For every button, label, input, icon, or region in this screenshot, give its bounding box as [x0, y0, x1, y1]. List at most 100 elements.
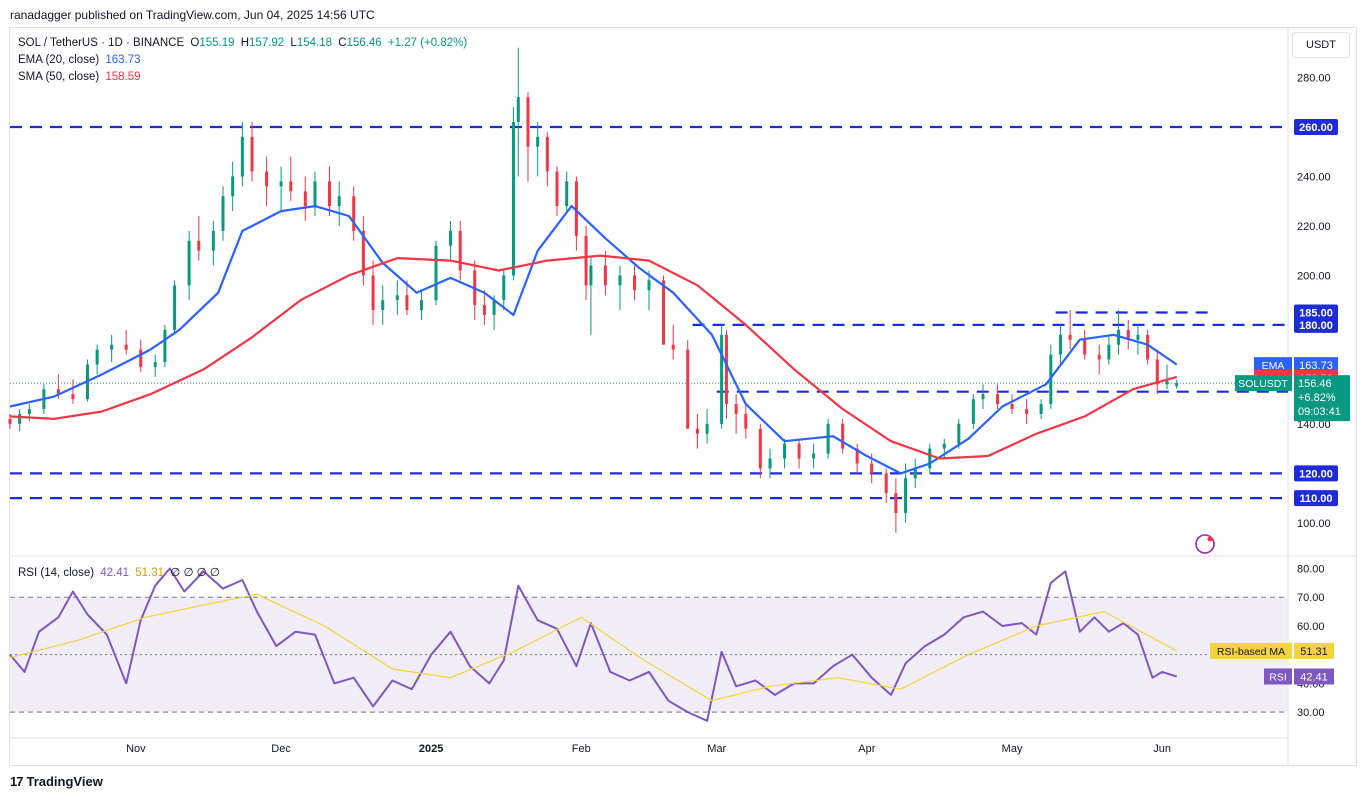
symbol-title[interactable]: SOL / TetherUS · 1D · BINANCE	[18, 37, 185, 49]
alert-lightning-icon	[1195, 534, 1215, 554]
price-axis-tick-label: 280.00	[1297, 72, 1331, 84]
rsi-ma-line	[9, 593, 1177, 702]
low-label: L	[290, 37, 297, 49]
candle-body	[720, 334, 724, 424]
candle-body	[337, 196, 341, 207]
price-axis-tick-label: 240.00	[1297, 171, 1331, 183]
ema-legend-row[interactable]: EMA (20, close) 163.73	[18, 52, 467, 69]
level-price-label: 185.00	[1299, 308, 1333, 320]
price-axis-tick-label: 100.00	[1297, 518, 1331, 530]
level-price-label: 120.00	[1299, 468, 1333, 480]
candle-body	[449, 230, 453, 246]
time-axis-tick-label: Feb	[572, 743, 591, 755]
candle-body	[153, 362, 157, 367]
level-price-label: 180.00	[1299, 320, 1333, 332]
candle-body	[124, 344, 128, 350]
candle-body	[981, 394, 985, 400]
candle-body	[313, 181, 317, 207]
rsi-axis-tick-label: 60.00	[1297, 621, 1325, 633]
time-axis-tick-label: 2025	[419, 743, 443, 755]
rsi-ma-value-label: 51.31	[1300, 646, 1328, 658]
candle-body	[812, 453, 816, 459]
time-axis-tick-label: Apr	[858, 743, 875, 755]
candle-body	[841, 423, 845, 449]
candle-body	[957, 423, 961, 444]
rsi-ma-name-tag	[1210, 642, 1292, 659]
candle-body	[1175, 383, 1179, 387]
rsi-line	[9, 567, 1178, 722]
candle-body	[584, 235, 588, 286]
ema-name-tag	[1254, 357, 1292, 374]
candle-body	[1165, 379, 1169, 385]
candle-body	[705, 423, 709, 434]
time-axis-tick-label: Dec	[271, 743, 291, 755]
candle-body	[71, 394, 75, 400]
rsi-ma-value-tag	[1294, 642, 1334, 659]
candle-body	[211, 230, 215, 251]
candle-body	[289, 181, 293, 192]
candle-body	[758, 428, 762, 469]
candle-body	[855, 448, 859, 464]
candle-body	[686, 349, 690, 429]
currency-button[interactable]: USDT	[1292, 32, 1350, 58]
candle-body	[555, 171, 559, 207]
tradingview-footer[interactable]: 17 TradingView	[10, 774, 103, 789]
candle-body	[1010, 404, 1014, 410]
candle-body	[1097, 354, 1101, 360]
ema-value-label: 163.73	[1299, 360, 1333, 372]
ema-name-label: EMA	[1262, 360, 1285, 372]
rsi-legend-label: RSI (14, close)	[18, 567, 95, 579]
candle-body	[352, 196, 356, 231]
candle-body	[884, 473, 888, 494]
rsi-ma-name-label: RSI-based MA	[1217, 646, 1285, 658]
close-label: C	[338, 37, 347, 49]
candle-body	[56, 389, 60, 395]
alert-dot-icon	[1207, 536, 1213, 542]
candle-body	[826, 423, 830, 454]
candle-body	[173, 285, 177, 330]
candle-body	[381, 300, 385, 311]
candle-body	[996, 394, 1000, 405]
candle-body	[405, 295, 409, 311]
brand-name: TradingView	[26, 774, 103, 789]
candle-body	[1025, 409, 1029, 414]
candle-body	[395, 295, 399, 301]
candle-body	[647, 280, 651, 291]
candle-body	[187, 240, 191, 286]
level-price-tag	[1294, 490, 1338, 507]
candle-body	[734, 404, 738, 414]
candle-body	[502, 275, 506, 301]
chart-frame	[9, 27, 1357, 766]
low-value: 154.18	[296, 37, 333, 49]
candle-body	[942, 443, 946, 449]
candle-body	[139, 349, 143, 367]
rsi-value-label: 42.41	[1300, 671, 1328, 683]
candle-body	[240, 136, 244, 177]
candle-body	[1126, 329, 1130, 340]
rsi-legend-value: 42.41	[100, 567, 130, 579]
high-value: 157.92	[249, 37, 285, 49]
candle-body	[724, 334, 728, 405]
rsi-name-tag	[1264, 668, 1292, 685]
candle-body	[545, 136, 549, 172]
candle-body	[1155, 359, 1159, 385]
sma-legend-row[interactable]: SMA (50, close) 158.59	[18, 69, 467, 86]
candle-body	[632, 275, 636, 291]
rsi-axis-tick-label: 80.00	[1297, 563, 1325, 575]
rsi-axis-tick-label: 70.00	[1297, 592, 1325, 604]
candle-body	[221, 196, 225, 231]
candle-body	[870, 463, 874, 474]
candle-body	[163, 329, 167, 363]
time-axis-tick-label: Jun	[1153, 743, 1171, 755]
ema-line	[9, 205, 1178, 475]
candle-body	[516, 97, 520, 123]
symbol-tag-label: SOLUSDT	[1238, 378, 1288, 390]
candle-body	[328, 181, 331, 207]
candle-body	[695, 428, 699, 434]
candle-body	[361, 230, 365, 276]
rsi-legend[interactable]: RSI (14, close) 42.41 51.31 ∅ ∅ ∅ ∅	[18, 565, 220, 579]
level-price-tag	[1294, 465, 1338, 482]
candle-body	[434, 245, 438, 301]
publisher-byline: ranadagger published on TradingView.com,…	[10, 8, 375, 22]
